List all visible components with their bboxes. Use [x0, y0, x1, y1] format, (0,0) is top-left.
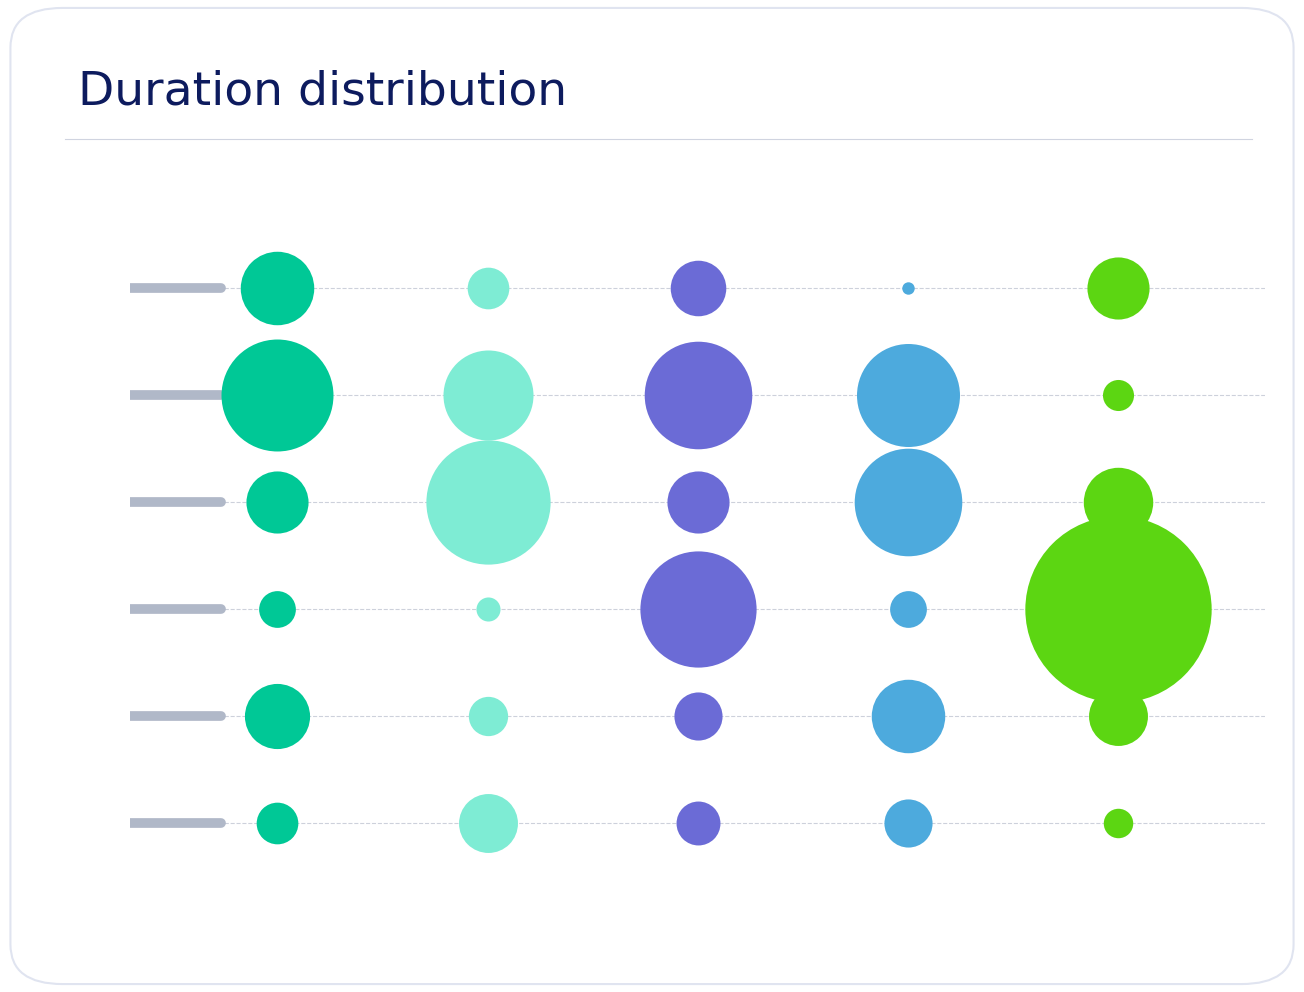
- Point: [897, 280, 918, 296]
- Point: [1107, 708, 1128, 724]
- Point: [477, 387, 498, 403]
- Point: [1107, 494, 1128, 510]
- Point: [477, 815, 498, 831]
- Point: [477, 280, 498, 296]
- Point: [897, 494, 918, 510]
- Point: [1107, 601, 1128, 617]
- Point: [477, 601, 498, 617]
- Text: Duration distribution: Duration distribution: [78, 69, 567, 114]
- Point: [687, 708, 708, 724]
- Point: [477, 708, 498, 724]
- Point: [477, 494, 498, 510]
- Point: [267, 601, 288, 617]
- Point: [267, 815, 288, 831]
- Point: [687, 601, 708, 617]
- Point: [1107, 815, 1128, 831]
- Point: [1107, 387, 1128, 403]
- Point: [897, 601, 918, 617]
- Point: [1107, 280, 1128, 296]
- Point: [267, 280, 288, 296]
- Point: [687, 494, 708, 510]
- Point: [687, 280, 708, 296]
- Point: [267, 387, 288, 403]
- Point: [687, 815, 708, 831]
- Point: [687, 387, 708, 403]
- Point: [267, 708, 288, 724]
- Point: [897, 387, 918, 403]
- Point: [267, 494, 288, 510]
- Point: [897, 708, 918, 724]
- Point: [897, 815, 918, 831]
